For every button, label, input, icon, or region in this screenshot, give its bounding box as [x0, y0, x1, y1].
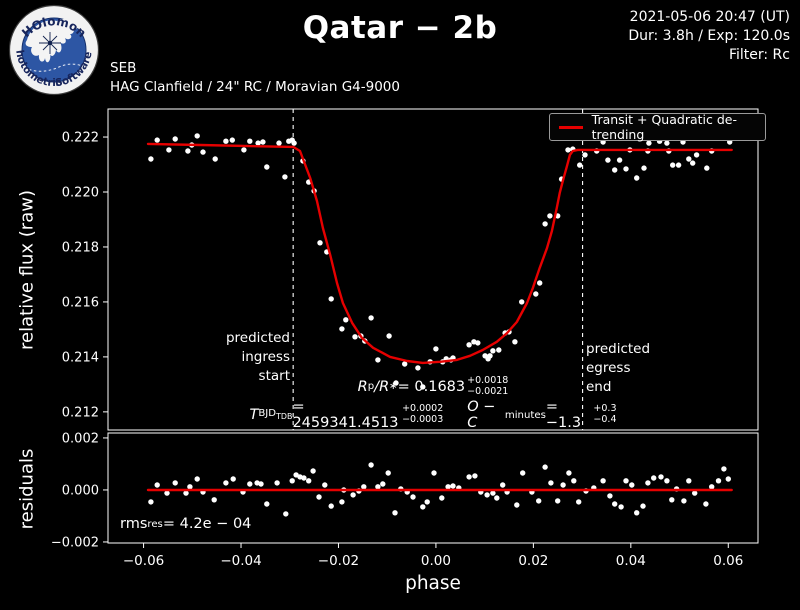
holomon-logo: HOlomon Photometric Software — [8, 4, 100, 96]
panel-light-curve: 0.212 0.214 0.216 0.218 0.220 0.222 — [62, 108, 759, 431]
svg-text:0.02: 0.02 — [518, 553, 548, 569]
t0-annotation: T BJDTDB = 2459341.4513 +0.0002 −0.0003 — [250, 399, 444, 431]
svg-text:0.220: 0.220 — [62, 185, 99, 200]
duration-exposure: Dur: 3.8h / Exp: 120.0s — [628, 27, 790, 44]
fit-line-swatch — [559, 125, 583, 129]
ingress-label: predicted ingress start — [225, 330, 290, 385]
oc-sub: minutes — [504, 409, 546, 421]
svg-text:0.218: 0.218 — [62, 240, 99, 255]
svg-text:−0.06: −0.06 — [123, 553, 164, 569]
residuals-y-ticks: −0.002 0.000 0.002 — [51, 431, 108, 550]
t0-sub: BJDTDB — [258, 408, 293, 422]
egress-label: predicted egress end — [586, 341, 651, 396]
logo-sea-dashes — [19, 63, 90, 72]
oc-var: O − C — [467, 399, 496, 431]
rp-var2: R — [379, 378, 390, 395]
residuals-axis-label: residuals — [16, 448, 38, 530]
svg-text:−0.02: −0.02 — [318, 553, 359, 569]
page-title: Qatar − 2b — [302, 10, 498, 46]
rp-value: = 0.1683 — [397, 378, 466, 395]
light-curve-frame — [107, 108, 759, 431]
observer-block: SEB HAG Clanfield / 24" RC / Moravian G4… — [110, 59, 400, 97]
t0-oc-annotation: T BJDTDB = 2459341.4513 +0.0002 −0.0003 O −… — [250, 399, 617, 431]
t0-var: T — [249, 407, 259, 423]
oc-uncertainty: +0.3 −0.4 — [593, 403, 617, 425]
svg-text:0.000: 0.000 — [62, 483, 99, 498]
t0-uncertainty: +0.0002 −0.0003 — [402, 403, 444, 425]
svg-text:0.214: 0.214 — [62, 350, 99, 365]
rms-var: rms — [120, 516, 148, 532]
rms-annotation: rms res = 4.2e − 04 — [120, 516, 251, 532]
legend-label: Transit + Quadratic de-trending — [591, 112, 737, 142]
observer-code: SEB — [110, 60, 137, 76]
phase-axis-label: phase — [405, 573, 461, 594]
light-curve-y-ticks: 0.212 0.214 0.216 0.218 0.220 0.222 — [62, 131, 108, 420]
site-equipment: HAG Clanfield / 24" RC / Moravian G4-900… — [110, 78, 400, 95]
rp-uncertainty: +0.0018 −0.0021 — [467, 375, 509, 397]
svg-text:0.222: 0.222 — [62, 131, 99, 146]
svg-text:0.216: 0.216 — [62, 295, 99, 310]
flux-axis-label: relative flux (raw) — [16, 190, 38, 350]
light-curve-fit-curve — [146, 142, 733, 365]
svg-text:0.00: 0.00 — [421, 553, 451, 569]
svg-text:0.04: 0.04 — [616, 553, 646, 569]
svg-text:0.212: 0.212 — [62, 405, 99, 420]
rms-value: = 4.2e − 04 — [162, 516, 252, 532]
residuals-frame — [107, 432, 759, 544]
chart-legend: Transit + Quadratic de-trending — [549, 112, 766, 142]
x-axis-ticks: −0.06 −0.04 −0.02 0.00 0.02 0.04 0.06 — [123, 543, 743, 569]
svg-text:−0.04: −0.04 — [220, 553, 261, 569]
rp-sub2: ∗ — [389, 381, 398, 393]
observation-datetime: 2021-05-06 20:47 (UT) — [629, 9, 790, 25]
filter: Filter: Rc — [728, 46, 790, 63]
rp-sub: p — [367, 381, 375, 393]
t0-value: = 2459341.4513 — [292, 399, 399, 431]
observation-info: 2021-05-06 20:47 (UT) Dur: 3.8h / Exp: 1… — [628, 8, 790, 65]
rp-var: R — [357, 378, 368, 395]
logo-compass-icon — [39, 32, 61, 54]
rp-slash: / — [374, 378, 380, 395]
rms-sub: res — [147, 518, 163, 530]
svg-text:0.002: 0.002 — [62, 431, 99, 446]
oc-annotation: O − C minutes = −1.3 +0.3 −0.4 — [467, 399, 616, 431]
residuals-data-points — [148, 462, 731, 517]
oc-value: = −1.3 — [545, 399, 582, 431]
svg-text:0.06: 0.06 — [713, 553, 743, 569]
panel-residuals: −0.002 0.000 0.002 — [51, 431, 759, 550]
svg-text:−0.002: −0.002 — [51, 535, 99, 550]
